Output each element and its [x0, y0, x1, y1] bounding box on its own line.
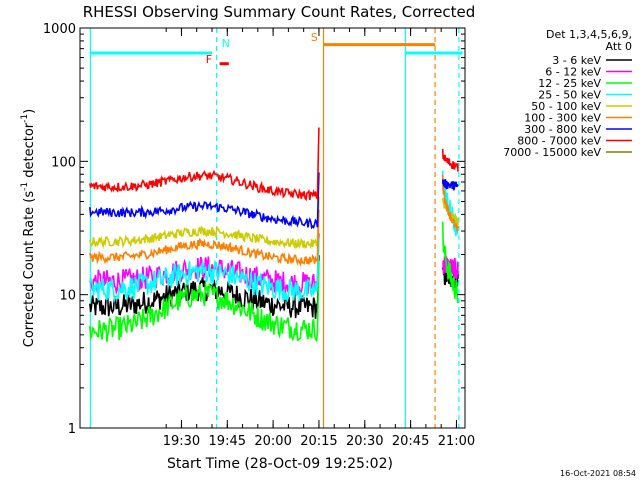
series-line-pre	[89, 255, 320, 319]
series-line-pre	[89, 196, 320, 250]
legend-entry-label: 3 - 6 keV	[552, 54, 601, 67]
y-tick-label: 1	[68, 422, 76, 437]
legend-entry-label: 300 - 800 keV	[524, 123, 601, 136]
series-line-post	[441, 178, 459, 191]
legend-entry-label: 50 - 100 keV	[531, 100, 601, 113]
plot-frame	[79, 27, 466, 429]
timestamp: 16-Oct-2021 08:54	[560, 469, 636, 478]
legend-entry-label: 7000 - 15000 keV	[503, 146, 601, 159]
legend-header-line-2: Att 0	[606, 40, 632, 53]
x-axis-label: Start Time (28-Oct-09 19:25:02)	[167, 456, 393, 472]
legend-entry-label: 100 - 300 keV	[524, 112, 601, 125]
series-line-post	[441, 148, 459, 172]
series-line-pre	[89, 172, 320, 230]
x-tick-label: 19:45	[209, 434, 246, 449]
plot-area: N S F	[89, 28, 463, 428]
y-tick-label: 100	[51, 155, 76, 170]
flag-label: F	[206, 53, 212, 66]
legend-header-line-1: Det 1,3,4,5,6,9,	[546, 28, 632, 41]
x-tick-label: 20:00	[254, 434, 291, 449]
y-tick-label: 10	[59, 289, 76, 304]
series-line-pre	[89, 233, 320, 297]
x-axis: 19:30 19:45 20:00 20:15 20:30 20:45 21:00	[163, 28, 475, 449]
legend-entry-label: 12 - 25 keV	[538, 77, 601, 90]
series-line-pre	[89, 127, 320, 202]
series-line-pre	[89, 260, 320, 343]
y-axis: 1 10 100 1000	[43, 22, 465, 437]
chart-title: RHESSI Observing Summary Count Rates, Co…	[83, 3, 476, 21]
legend-entry-label: 6 - 12 keV	[545, 66, 601, 79]
series-line-post	[441, 221, 459, 304]
series-line-pre	[89, 237, 320, 304]
x-tick-label: 20:30	[346, 434, 383, 449]
flag-label: S	[311, 31, 318, 44]
series-line-post	[441, 174, 459, 232]
y-axis-label: Corrected Count Rate (s-1 detector-1)	[20, 109, 37, 347]
x-tick-label: 20:45	[392, 434, 429, 449]
series-line-pre	[89, 209, 320, 267]
x-tick-label: 19:30	[163, 434, 200, 449]
legend-entry-label: 25 - 50 keV	[538, 89, 601, 102]
x-tick-label: 21:00	[438, 434, 475, 449]
x-tick-label: 20:15	[300, 434, 337, 449]
flag-label: N	[222, 37, 230, 50]
y-tick-label: 1000	[43, 22, 76, 37]
legend-entry-label: 800 - 7000 keV	[517, 135, 601, 148]
